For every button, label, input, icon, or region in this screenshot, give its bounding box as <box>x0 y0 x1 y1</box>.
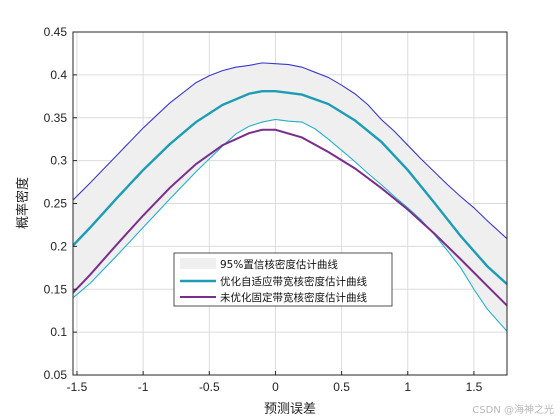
y-tick-label: 0.4 <box>50 68 67 82</box>
legend: 95%置信核密度估计曲线 优化自适应带宽核密度估计曲线 未优化固定带宽核密度估计… <box>173 252 393 307</box>
x-tick-label: 1.5 <box>466 380 483 394</box>
x-tick-label: -1 <box>138 380 149 394</box>
legend-label-fixed: 未优化固定带宽核密度估计曲线 <box>220 291 367 304</box>
x-axis-label: 预测误差 <box>264 402 316 417</box>
confidence-band-lower-line <box>72 118 508 332</box>
y-tick-label: 0.25 <box>44 197 68 211</box>
y-tick-label: 0.45 <box>44 25 68 39</box>
y-tick-label: 0.05 <box>44 368 68 382</box>
y-tick-label: 0.15 <box>44 282 68 296</box>
axis-ticks: -1.5 -1 -0.5 0 0.5 1 1.5 0.05 0.1 0.15 0.2 0.25 0.3 0… <box>44 25 483 394</box>
x-tick-label: 1 <box>404 380 411 394</box>
legend-label-band: 95%置信核密度估计曲线 <box>220 258 338 271</box>
y-axis-label: 概率密度 <box>15 177 31 229</box>
legend-label-adaptive: 优化自适应带宽核密度估计曲线 <box>220 275 367 288</box>
confidence-band-upper-line <box>72 62 508 240</box>
y-tick-label: 0.1 <box>50 325 67 339</box>
series-line-fixed <box>72 128 508 307</box>
legend-swatch-band <box>180 258 216 269</box>
y-tick-label: 0.3 <box>50 154 67 168</box>
y-tick-label: 0.35 <box>44 111 68 125</box>
x-tick-label: 0 <box>272 380 279 394</box>
confidence-band-area <box>73 62 507 332</box>
y-tick-label: 0.2 <box>50 239 67 253</box>
watermark-text: CSDN @海神之光 <box>472 403 554 416</box>
x-tick-label: -1.5 <box>67 380 88 394</box>
x-tick-label: -0.5 <box>199 380 220 394</box>
x-tick-label: 0.5 <box>333 380 350 394</box>
series-line-adaptive <box>72 89 508 285</box>
